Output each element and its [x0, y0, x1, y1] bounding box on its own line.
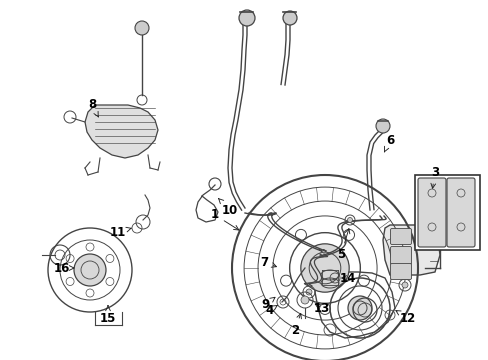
Text: 8: 8 [88, 99, 98, 117]
Circle shape [300, 244, 348, 292]
FancyBboxPatch shape [417, 178, 445, 247]
FancyBboxPatch shape [390, 264, 411, 279]
Circle shape [283, 11, 296, 25]
FancyBboxPatch shape [446, 178, 474, 247]
Text: 10: 10 [218, 199, 238, 216]
Text: 5: 5 [336, 229, 349, 261]
Text: 11: 11 [110, 225, 131, 238]
Circle shape [135, 21, 149, 35]
FancyBboxPatch shape [390, 229, 411, 244]
Circle shape [401, 282, 407, 288]
Bar [414, 175, 479, 250]
Polygon shape [85, 105, 158, 158]
Circle shape [305, 289, 311, 295]
Circle shape [301, 296, 308, 304]
Text: 12: 12 [395, 311, 415, 324]
Text: 16: 16 [54, 261, 74, 274]
Text: 3: 3 [430, 166, 438, 188]
FancyBboxPatch shape [390, 247, 411, 265]
Circle shape [347, 217, 352, 222]
Text: 6: 6 [384, 134, 393, 152]
Circle shape [239, 10, 254, 26]
Text: 9: 9 [260, 297, 274, 311]
Circle shape [347, 296, 371, 320]
Text: 14: 14 [339, 271, 355, 284]
Circle shape [375, 119, 389, 133]
Text: 4: 4 [265, 303, 277, 316]
Text: 1: 1 [210, 208, 238, 230]
Text: 2: 2 [290, 314, 301, 337]
Text: 15: 15 [100, 306, 116, 324]
Circle shape [74, 254, 106, 286]
Text: 13: 13 [313, 302, 329, 315]
Polygon shape [382, 225, 439, 275]
Text: 7: 7 [260, 256, 276, 269]
